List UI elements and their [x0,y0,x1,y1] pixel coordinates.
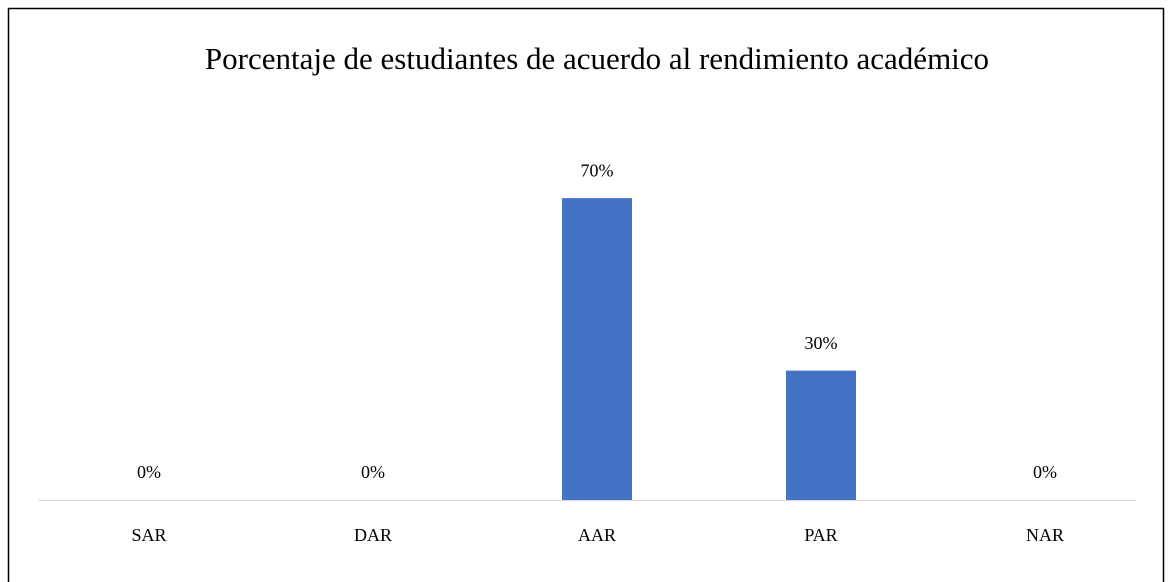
x-tick-label: NAR [1026,525,1064,545]
bar [562,198,632,500]
bar [786,370,856,500]
data-label: 0% [1033,462,1057,482]
data-label: 0% [361,462,385,482]
x-tick-label: DAR [354,525,392,545]
data-label: 0% [137,462,161,482]
data-label: 70% [581,160,614,180]
x-tick-label: SAR [131,525,166,545]
chart-title: Porcentaje de estudiantes de acuerdo al … [204,41,990,76]
chart-frame [7,7,1165,582]
x-tick-label: AAR [578,525,616,545]
data-label: 30% [805,333,838,353]
x-tick-label: PAR [804,525,837,545]
